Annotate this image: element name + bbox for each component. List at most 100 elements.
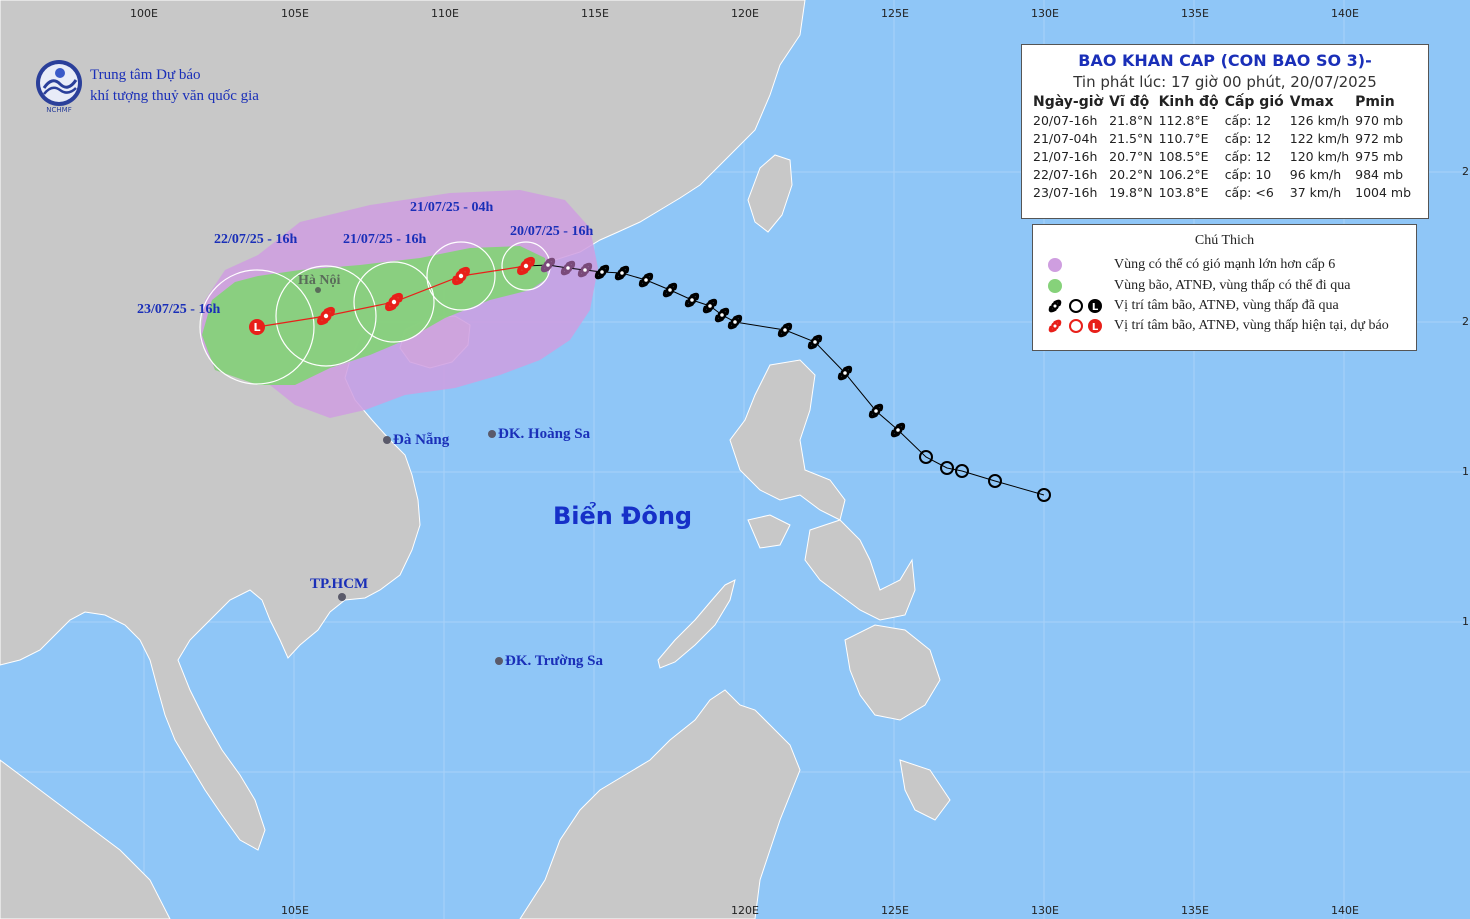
cell: 103.8°E [1158, 185, 1209, 200]
palawan-island [657, 579, 736, 669]
time-label-72h: 23/07/25 - 16h [137, 302, 221, 317]
nchmf-logo: NCHMF [36, 60, 82, 114]
table-row: 20/07-16h 21.8°N 112.8°E cấp: 12 126 km/h 970… [1030, 112, 1414, 130]
recent-storm-point [577, 262, 593, 278]
green-dot-icon [1048, 279, 1062, 293]
cell: 20.2°N [1109, 167, 1153, 182]
lat-label: 1 [1462, 615, 1469, 628]
lon-label: 100E [130, 7, 158, 20]
svg-text:L: L [1092, 302, 1099, 313]
sumatra-fragment [0, 759, 171, 919]
lon-label-bottom: 130E [1031, 904, 1059, 917]
logo-text: NCHMF [46, 106, 71, 114]
visayas-islands [804, 519, 916, 621]
lon-label: 130E [1031, 7, 1059, 20]
lon-label-bottom: 125E [881, 904, 909, 917]
lon-label-bottom: 135E [1181, 904, 1209, 917]
lat-label: 2 [1462, 165, 1469, 178]
legend-item: Vùng có thể có gió mạnh lớn hơn cấp 6 [1033, 255, 1418, 275]
lat-label: 2 [1462, 315, 1469, 328]
cell: 20.7°N [1109, 149, 1153, 164]
lon-label: 140E [1331, 7, 1359, 20]
past-storm-point [807, 334, 823, 350]
lon-label: 110E [431, 7, 459, 20]
cell: 21/07-04h [1033, 131, 1098, 146]
past-storm-point [684, 292, 700, 308]
column-header: Cấp gió [1224, 94, 1284, 110]
past-track-points [540, 257, 1051, 502]
cell: 984 mb [1355, 167, 1404, 182]
forecast-low-letter: L [253, 321, 260, 334]
cell: 23/07-16h [1033, 185, 1098, 200]
past-storm-point [837, 365, 853, 381]
lat-label: 1 [1462, 465, 1469, 478]
cell: 22/07-16h [1033, 167, 1098, 182]
legend-item-label: Vùng bão, ATNĐ, vùng thấp có thể đi qua [1114, 278, 1351, 293]
table-row: 23/07-16h 19.8°N 103.8°E cấp: <6 37 km/h 1004… [1030, 184, 1414, 202]
cell: 21.8°N [1109, 113, 1153, 128]
truongsa-label: ĐK. Trường Sa [505, 653, 604, 669]
lon-label-bottom: 140E [1331, 904, 1359, 917]
cell: cấp: 12 [1224, 113, 1272, 128]
luzon-island [729, 359, 846, 521]
past-depression-point [940, 461, 954, 475]
forecast-low-point [249, 319, 265, 335]
past-storm-point [890, 422, 906, 438]
sulawesi-fragment [899, 759, 951, 821]
legend-item: L Vị trí tâm bão, ATNĐ, vùng thấp hiện t… [1033, 316, 1418, 336]
legend-title: Chú Thich [1194, 233, 1255, 248]
legend-item: L Vị trí tâm bão, ATNĐ, vùng thấp đã qua [1033, 296, 1418, 316]
lon-label-bottom: 120E [731, 904, 759, 917]
forecast-storm-point [385, 292, 403, 312]
lon-label: 135E [1181, 7, 1209, 20]
past-storm-point [714, 307, 730, 323]
cell: 970 mb [1355, 113, 1404, 128]
past-storm-point [614, 265, 630, 281]
past-storm-point [868, 403, 884, 419]
svg-text:L: L [1092, 322, 1099, 333]
cell: 122 km/h [1289, 131, 1350, 146]
past-storm-point [702, 298, 718, 314]
hanoi-marker [315, 287, 321, 293]
mainland-asia [0, 0, 806, 851]
recent-storm-point [560, 260, 576, 276]
time-label-24h: 21/07/25 - 04h [410, 200, 494, 215]
cell: cấp: 12 [1224, 149, 1272, 164]
table-header-row: Ngày-giờ Vĩ độ Kinh độ Cấp gió Vmax Pmin [1030, 94, 1414, 112]
past-track-line [525, 264, 1045, 496]
bulletin-panel: BAO KHAN CAP (CON BAO SO 3)- Tin phát lú… [1021, 44, 1429, 219]
column-header: Vĩ độ [1109, 94, 1150, 110]
hoangsa-marker [488, 430, 496, 438]
cell: 106.2°E [1158, 167, 1209, 182]
hcm-marker [338, 593, 346, 601]
lon-label: 125E [881, 7, 909, 20]
cell: 20/07-16h [1033, 113, 1098, 128]
forecast-storm-point [317, 306, 335, 326]
cell: 19.8°N [1109, 185, 1153, 200]
table-row: 22/07-16h 20.2°N 106.2°E cấp: 10 96 km/h 984 … [1030, 166, 1414, 184]
org-name-line1: Trung tâm Dự báo [90, 67, 201, 83]
past-depression-point [988, 474, 1002, 488]
cell: cấp: 10 [1224, 167, 1272, 182]
hanoi-label: Hà Nội [298, 273, 341, 288]
danang-label: Đà Nẵng [393, 432, 450, 448]
legend-panel: Chú Thich Vùng có thể có gió mạnh lớn hơ… [1032, 224, 1417, 351]
cell: cấp: 12 [1224, 131, 1272, 146]
borneo-island [519, 689, 801, 919]
red-storm-symbols-icon: L [1048, 319, 1102, 333]
past-storm-point [727, 314, 743, 330]
legend-item-label: Vị trí tâm bão, ATNĐ, vùng thấp hiện tại… [1114, 318, 1389, 333]
cell: cấp: <6 [1224, 185, 1274, 200]
cell: 108.5°E [1158, 149, 1209, 164]
org-name-line2: khí tượng thuỷ văn quốc gia [90, 88, 259, 104]
past-storm-point [777, 322, 793, 338]
bulletin-title: BAO KHAN CAP (CON BAO SO 3)- [1078, 51, 1372, 70]
cell: 21.5°N [1109, 131, 1153, 146]
column-header: Pmin [1355, 94, 1395, 110]
forecast-table: Ngày-giờ Vĩ độ Kinh độ Cấp gió Vmax Pmin… [1030, 94, 1414, 202]
hcm-label: TP.HCM [310, 576, 369, 592]
table-row: 21/07-04h 21.5°N 110.7°E cấp: 12 122 km/h 972… [1030, 130, 1414, 148]
cell: 96 km/h [1289, 167, 1342, 182]
cell: 21/07-16h [1033, 149, 1098, 164]
time-label-36h: 21/07/25 - 16h [343, 232, 427, 247]
